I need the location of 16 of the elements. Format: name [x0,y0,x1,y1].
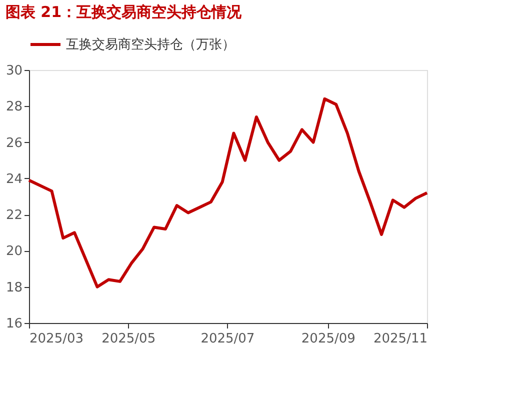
legend-label: 互换交易商空头持仓（万张） [66,36,235,52]
y-tick-label: 26 [6,136,22,151]
y-tick-label: 18 [6,280,22,296]
y-tick-label: 16 [6,316,22,332]
x-tick-label: 2025/07 [200,332,255,346]
y-tick-label: 24 [6,172,22,187]
line-series [28,97,428,288]
x-tick-label: 2025/11 [373,332,428,346]
x-tick-label: 2025/09 [301,332,356,346]
y-tick-label: 20 [6,244,22,260]
y-tick-label: 30 [6,64,22,78]
x-tick-label: 2025/03 [30,332,84,346]
chart-title: 图表 21：互换交易商空头持仓情况 [5,3,243,21]
x-tick-label: 2025/05 [102,332,156,346]
y-tick-label: 28 [6,100,22,115]
y-tick-label: 22 [6,208,22,224]
